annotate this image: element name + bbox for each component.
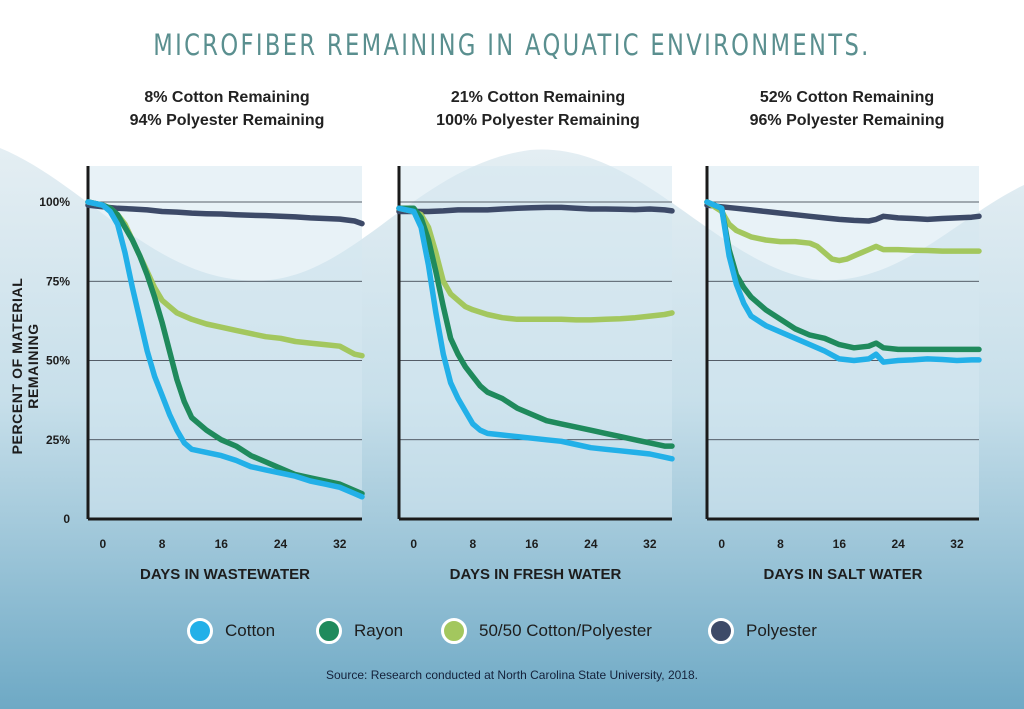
x-tick-label: 0 (718, 537, 725, 551)
plot-area (399, 166, 672, 519)
panel-3-subtitle-line2: 96% Polyester Remaining (749, 112, 945, 129)
x-tick-label: 16 (525, 537, 539, 551)
panel-1-subtitle-line1: 8% Cotton Remaining (144, 89, 310, 106)
series-line-50-50-cotton-polyester (396, 205, 675, 323)
x-tick-label: 0 (99, 537, 106, 551)
panel-3-subtitle: 52% Cotton Remaining 96% Polyester Remai… (697, 86, 997, 132)
chart-panel-2: 0 8 16 24 32 DAYS IN FRESH WATER (396, 166, 675, 583)
page-title: MICROFIBER REMAINING IN AQUATIC ENVIRONM… (153, 28, 871, 62)
panel-2-subtitle: 21% Cotton Remaining 100% Polyester Rema… (388, 86, 688, 132)
x-axis-label: DAYS IN SALT WATER (764, 566, 923, 583)
x-tick-label: 16 (215, 537, 229, 551)
y-tick-label: 25% (46, 433, 70, 447)
legend-item-cotton: Cotton (187, 614, 275, 648)
x-axis-label: DAYS IN WASTEWATER (140, 566, 310, 583)
source-note: Source: Research conducted at North Caro… (326, 668, 698, 682)
series-line-rayon (396, 205, 675, 449)
panel-2-subtitle-line2: 100% Polyester Remaining (436, 112, 640, 129)
x-tick-label: 24 (891, 537, 905, 551)
legend-item-polyester: Polyester (708, 614, 817, 648)
panel-1-subtitle-line2: 94% Polyester Remaining (129, 112, 325, 129)
series-line-cotton (396, 205, 675, 462)
y-tick-label: 0 (63, 512, 70, 526)
legend-swatch-rayon (316, 618, 342, 644)
legend-swatch-polyester (708, 618, 734, 644)
legend-label-cotton: Cotton (225, 621, 276, 640)
series-line-polyester (704, 202, 982, 224)
chart-panel-3: 0 8 16 24 32 DAYS IN SALT WATER (704, 166, 982, 583)
series-line-50-50-cotton-polyester (704, 199, 982, 264)
series-line-cotton (85, 199, 365, 500)
y-tick-label: 75% (46, 274, 70, 288)
x-tick-label: 24 (274, 537, 288, 551)
legend-item-blend: 50/50 Cotton/Polyester (441, 614, 652, 648)
chart-panel-1: 0 25% 50% 75% 100% 0 8 16 24 32 DAYS IN WASTEWATER (39, 166, 365, 583)
x-tick-label: 24 (584, 537, 598, 551)
panel-1-subtitle: 8% Cotton Remaining 94% Polyester Remain… (77, 86, 377, 132)
legend-swatch-cotton (187, 618, 213, 644)
y-tick-label: 50% (46, 354, 70, 368)
panel-2-subtitle-line1: 21% Cotton Remaining (450, 89, 626, 106)
legend-label-rayon: Rayon (354, 621, 404, 640)
series-line-polyester (85, 202, 365, 227)
x-tick-label: 8 (777, 537, 784, 551)
x-tick-label: 32 (333, 537, 347, 551)
legend-item-rayon: Rayon (316, 614, 403, 648)
legend: Cotton Rayon 50/50 Cotton/Polyester Poly… (0, 614, 1024, 648)
series-line-cotton (704, 199, 982, 365)
series-line-rayon (704, 199, 982, 353)
x-tick-label: 32 (643, 537, 657, 551)
x-axis-label: DAYS IN FRESH WATER (450, 566, 622, 583)
legend-label-blend: 50/50 Cotton/Polyester (479, 621, 652, 640)
y-tick-label: 100% (39, 195, 70, 209)
panel-3-subtitle-line1: 52% Cotton Remaining (759, 89, 935, 106)
plot-area (707, 166, 979, 519)
x-tick-label: 0 (410, 537, 417, 551)
series-line-rayon (85, 199, 365, 497)
x-tick-label: 32 (950, 537, 964, 551)
x-tick-label: 8 (159, 537, 166, 551)
series-line-polyester (396, 204, 675, 215)
legend-swatch-blend (441, 618, 467, 644)
x-tick-label: 16 (833, 537, 847, 551)
legend-label-polyester: Polyester (746, 621, 817, 640)
x-tick-label: 8 (469, 537, 476, 551)
